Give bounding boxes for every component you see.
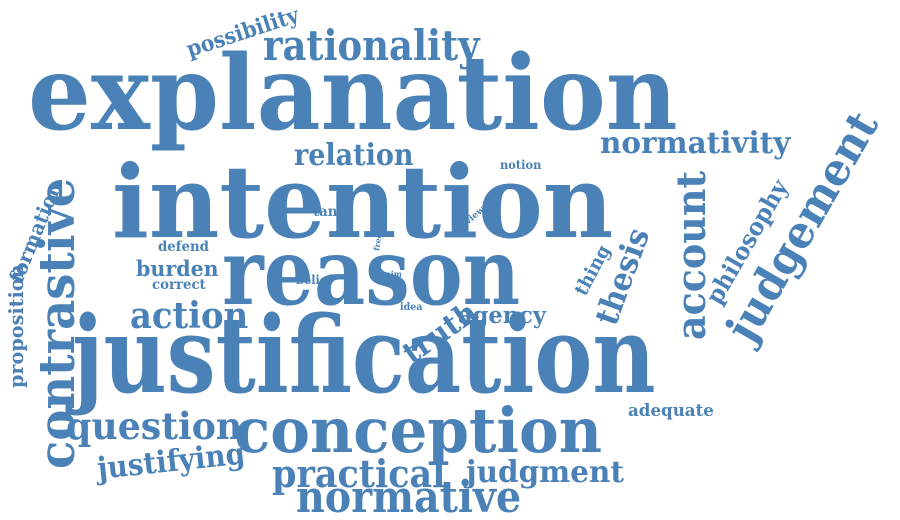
word-justification: justification: [72, 292, 656, 417]
word-explanation: explanation: [28, 33, 678, 154]
word-correct: correct: [152, 277, 206, 293]
word-intention: intention: [112, 143, 614, 261]
word-question: question: [66, 404, 243, 448]
word-aim: aim: [386, 269, 402, 279]
word-tanto: tanto: [313, 204, 353, 220]
word-reason: reason: [222, 218, 521, 326]
word-belief: belief: [296, 273, 333, 287]
word-normative: normative: [296, 472, 522, 520]
word-normativity: normativity: [600, 126, 791, 161]
word-proposition: proposition: [4, 264, 28, 388]
word-burden: burden: [136, 256, 219, 281]
word-relation: relation: [294, 138, 414, 173]
word-account: account: [668, 170, 715, 340]
word-idea: idea: [400, 302, 423, 313]
word-notion: notion: [500, 158, 542, 172]
word-conception: conception: [234, 394, 603, 467]
word-judgment: judgment: [466, 455, 624, 490]
word-rationality: rationality: [263, 21, 480, 70]
word-adequate: adequate: [628, 401, 714, 421]
word-action: action: [130, 295, 249, 337]
word-defend: defend: [158, 239, 209, 255]
word-practical: practical: [272, 451, 446, 496]
word-agency: agency: [458, 302, 546, 329]
word-free: free: [371, 232, 384, 252]
